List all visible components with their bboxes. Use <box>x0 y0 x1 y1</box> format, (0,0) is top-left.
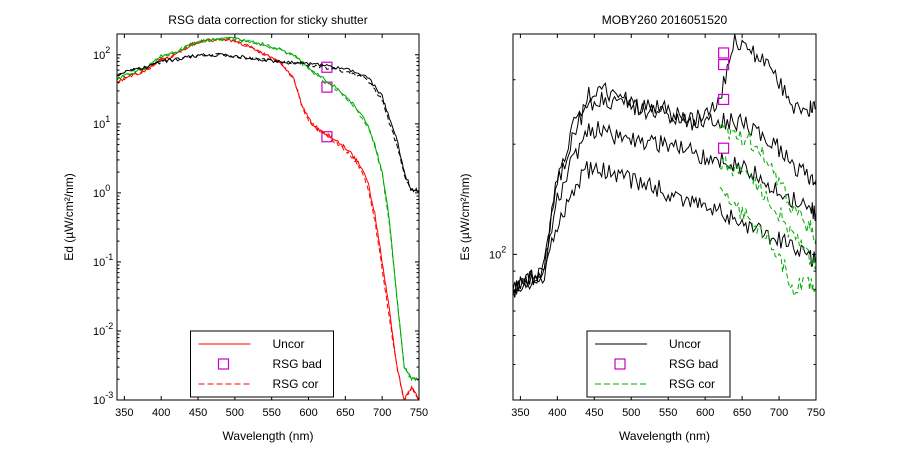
axes-frame <box>116 33 420 401</box>
legend-label: RSG cor <box>273 377 319 391</box>
right-panel: MOBY260 2016051520 Wavelength (nm) Es (µW/… <box>458 13 825 443</box>
plot-area <box>513 34 816 298</box>
x-tick-label: 500 <box>622 407 640 419</box>
y-tick-label: 10-1 <box>93 252 113 269</box>
legend: Uncor RSG bad RSG cor <box>190 330 334 398</box>
series-line-6 <box>117 52 419 193</box>
x-tick-label: 400 <box>152 407 170 419</box>
x-tick-label: 550 <box>659 407 677 419</box>
rsg-bad-marker <box>321 131 333 143</box>
series-line-1 <box>513 34 816 293</box>
plot-area <box>117 36 419 400</box>
x-tick-label: 400 <box>548 407 566 419</box>
series-line-2 <box>513 121 816 298</box>
legend-label: RSG bad <box>669 357 718 371</box>
series-line-7 <box>719 186 816 298</box>
x-tick-label: 700 <box>770 407 788 419</box>
series-line-5 <box>117 53 419 193</box>
axes-frame <box>512 33 817 401</box>
x-tick-label: 550 <box>263 407 281 419</box>
y-axis-label: Es (µW/cm²/nm) <box>458 174 472 261</box>
legend: Uncor RSG bad RSG cor <box>586 330 731 398</box>
series-line-4 <box>117 36 419 382</box>
y-tick-label: 101 <box>93 114 110 131</box>
x-tick-label: 600 <box>299 407 317 419</box>
series-line-2 <box>117 37 419 400</box>
left-panel: RSG data correction for sticky shutter Wa… <box>62 13 428 443</box>
x-axis-label: Wavelength (nm) <box>223 429 314 443</box>
y-tick-label: 10-2 <box>93 321 113 338</box>
y-tick-label: 102 <box>489 244 506 261</box>
rsg-bad-marker <box>718 142 730 154</box>
legend-label: Uncor <box>273 337 305 351</box>
x-tick-label: 750 <box>807 407 825 419</box>
x-tick-label: 350 <box>511 407 529 419</box>
x-tick-label: 650 <box>733 407 751 419</box>
x-tick-label: 350 <box>115 407 133 419</box>
y-tick-label: 100 <box>93 183 110 200</box>
series-line-3 <box>513 161 816 296</box>
legend-label: Uncor <box>669 337 701 351</box>
x-tick-label: 450 <box>585 407 603 419</box>
x-axis-label: Wavelength (nm) <box>619 429 710 443</box>
rsg-bad-marker <box>718 47 730 59</box>
rsg-bad-marker <box>718 58 730 71</box>
chart-title: RSG data correction for sticky shutter <box>168 13 367 27</box>
x-tick-label: 750 <box>410 407 428 419</box>
x-tick-label: 450 <box>189 407 207 419</box>
legend-box <box>586 330 731 398</box>
series-line-6 <box>719 155 816 270</box>
rsg-bad-marker <box>718 93 730 106</box>
chart-title: MOBY260 2016051520 <box>602 13 728 27</box>
legend-marker <box>614 358 626 370</box>
y-tick-label: 102 <box>93 45 110 62</box>
legend-box <box>190 330 334 398</box>
x-tick-label: 700 <box>373 407 391 419</box>
series-line-5 <box>719 121 816 245</box>
x-tick-label: 650 <box>336 407 354 419</box>
legend-label: RSG cor <box>669 377 715 391</box>
x-tick-label: 500 <box>226 407 244 419</box>
y-axis-label: Ed (µW/cm²/nm) <box>62 173 76 261</box>
series-line-0 <box>513 82 816 294</box>
x-tick-label: 600 <box>696 407 714 419</box>
y-tick-label: 10-3 <box>93 390 113 407</box>
legend-label: RSG bad <box>273 357 322 371</box>
legend-marker <box>217 358 230 370</box>
series-line-0 <box>117 38 419 400</box>
